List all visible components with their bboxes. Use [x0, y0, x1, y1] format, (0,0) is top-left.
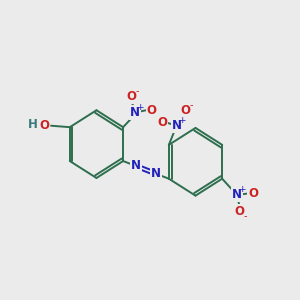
Text: N: N — [172, 119, 182, 132]
Text: O: O — [248, 187, 259, 200]
Text: -: - — [135, 86, 139, 96]
Text: +: + — [238, 185, 245, 194]
Text: O: O — [147, 103, 157, 117]
Text: O: O — [235, 205, 244, 218]
Text: O: O — [126, 90, 136, 103]
Text: O: O — [180, 104, 190, 117]
Text: N: N — [151, 167, 161, 180]
Text: O: O — [39, 119, 50, 132]
Text: N: N — [131, 160, 141, 172]
Text: -: - — [244, 212, 247, 221]
Text: O: O — [157, 116, 167, 129]
Text: H: H — [27, 118, 37, 131]
Text: +: + — [178, 116, 185, 125]
Text: N: N — [232, 188, 242, 201]
Text: +: + — [136, 103, 144, 112]
Text: -: - — [189, 100, 193, 110]
Text: N: N — [130, 106, 140, 119]
